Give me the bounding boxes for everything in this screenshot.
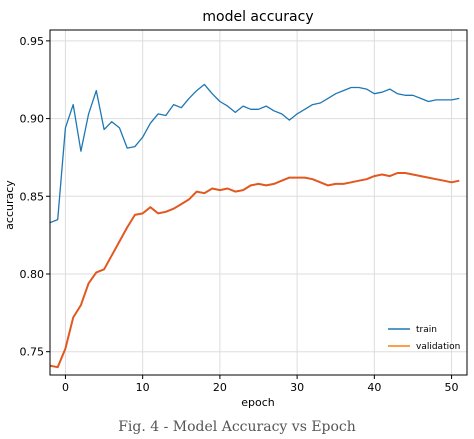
- legend: train validation: [388, 325, 460, 352]
- y-tick-label: 0.80: [20, 268, 45, 281]
- chart-title: model accuracy: [202, 9, 313, 25]
- plot-frame: [49, 29, 468, 376]
- y-tick-label: 0.85: [20, 190, 45, 203]
- x-tick-label: 50: [445, 381, 459, 394]
- x-tick-label: 10: [136, 381, 150, 394]
- x-tick-label: 30: [290, 381, 304, 394]
- grid-lines: [50, 30, 467, 375]
- y-tick-label: 0.90: [20, 113, 45, 126]
- x-tick-label: 0: [62, 381, 69, 394]
- axis-ticks: 0 10 20 30 40 50 0.75 0.80 0.85 0.90 0.95: [20, 35, 459, 394]
- series-train-line: [49, 83, 460, 224]
- x-axis-label: epoch: [241, 396, 275, 409]
- figure-caption: Fig. 4 - Model Accuracy vs Epoch: [118, 419, 356, 435]
- legend-validation-label: validation: [416, 342, 460, 352]
- y-axis-label: accuracy: [3, 180, 16, 230]
- series-validation-line: [49, 172, 460, 369]
- x-tick-label: 40: [367, 381, 381, 394]
- x-tick-label: 20: [213, 381, 227, 394]
- series-lines: [49, 83, 460, 369]
- y-tick-label: 0.95: [20, 35, 45, 48]
- legend-train-label: train: [416, 325, 437, 335]
- y-tick-label: 0.75: [20, 346, 45, 359]
- accuracy-chart: 0 10 20 30 40 50 0.75 0.80 0.85 0.90 0.95 model ac…: [3, 9, 468, 409]
